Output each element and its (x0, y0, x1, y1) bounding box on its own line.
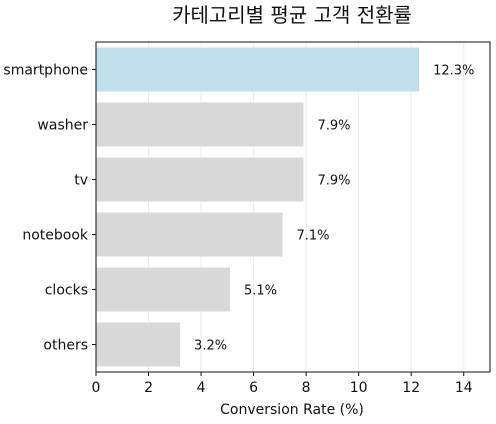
value-label-tv: 7.9% (318, 174, 351, 189)
y-tick-label: others (43, 338, 88, 354)
chart-title: 카테고리별 평균 고객 전환률 (172, 3, 412, 27)
bar-tv (96, 157, 304, 202)
value-label-washer: 7.9% (318, 119, 351, 134)
x-axis-tick-labels: 0 2 4 6 8 10 12 14 (92, 380, 473, 396)
bar-washer (96, 102, 304, 147)
y-tick-label: clocks (45, 283, 88, 299)
x-tick-label: 8 (302, 380, 311, 396)
value-label-others: 3.2% (194, 339, 227, 354)
gridlines (95, 42, 465, 372)
value-label-clocks: 5.1% (244, 284, 277, 299)
x-tick-label: 0 (92, 380, 101, 396)
x-tick-label: 4 (197, 380, 206, 396)
y-tick-label: tv (74, 173, 88, 189)
axis-ticks (92, 69, 465, 376)
y-tick-label: notebook (22, 228, 89, 244)
y-tick-label: washer (37, 118, 88, 134)
x-tick-label: 10 (350, 380, 368, 396)
bar-others (96, 322, 181, 367)
bar-smartphone (96, 47, 420, 92)
y-axis-tick-labels: smartphone washer tv notebook clocks others (3, 63, 88, 354)
plot-frame (95, 41, 491, 373)
x-tick-label: 2 (144, 380, 153, 396)
value-label-notebook: 7.1% (296, 229, 329, 244)
value-labels: 12.3% 7.9% 7.9% 7.1% 5.1% 3.2% (194, 64, 474, 354)
value-label-smartphone: 12.3% (433, 64, 474, 79)
x-tick-label: 14 (455, 380, 473, 396)
bars (96, 47, 420, 367)
x-tick-label: 12 (402, 380, 420, 396)
y-tick-label: smartphone (3, 63, 88, 79)
x-axis-label: Conversion Rate (%) (220, 402, 364, 418)
x-tick-label: 6 (249, 380, 258, 396)
bar-notebook (96, 212, 283, 257)
bar-clocks (96, 267, 230, 312)
